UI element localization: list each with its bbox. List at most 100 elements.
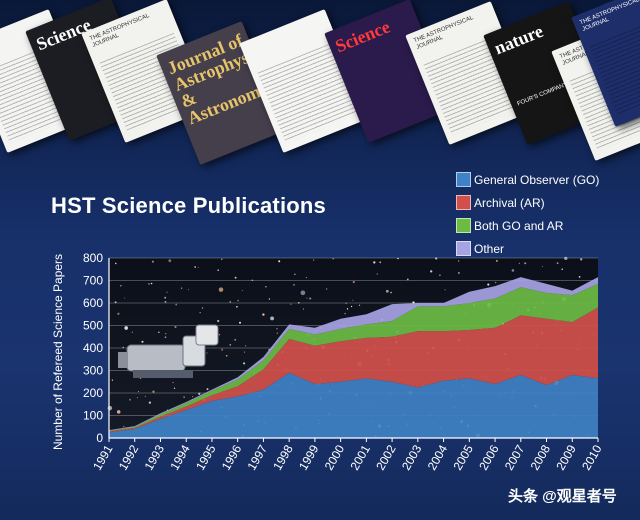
star (217, 269, 219, 272)
legend-swatch (456, 195, 471, 210)
star (306, 297, 308, 299)
star (116, 410, 121, 414)
star (131, 331, 133, 333)
star (268, 298, 270, 300)
star (435, 257, 438, 260)
star (270, 316, 275, 321)
x-tick-label: 1996 (219, 442, 245, 472)
legend-label: Other (474, 242, 505, 256)
star (376, 273, 378, 275)
legend-label: Archival (AR) (474, 196, 545, 210)
star (138, 390, 140, 393)
star (397, 257, 399, 260)
star (220, 258, 223, 261)
star (564, 256, 568, 261)
legend-label: Both GO and AR (474, 219, 564, 233)
star (123, 426, 125, 428)
star (358, 304, 361, 306)
star (221, 348, 224, 351)
star (352, 299, 354, 301)
star (487, 283, 490, 286)
star (229, 301, 231, 303)
x-tick-label: 2001 (347, 442, 373, 472)
y-tick-label: 0 (96, 431, 103, 445)
star (183, 396, 185, 398)
x-tick-label: 2006 (476, 442, 502, 472)
area-archival-ar (109, 307, 598, 433)
star (439, 274, 441, 277)
x-tick-label: 2008 (528, 442, 554, 472)
star (173, 387, 176, 389)
star (234, 338, 237, 341)
star (218, 287, 224, 292)
star (352, 281, 355, 284)
star (206, 352, 208, 354)
y-tick-label: 300 (83, 364, 103, 378)
star (346, 308, 349, 310)
star (385, 289, 389, 293)
star (430, 270, 433, 273)
star (194, 266, 197, 268)
page-title: HST Science Publications (51, 193, 326, 218)
star (152, 390, 155, 393)
star (524, 262, 527, 265)
x-tick-label: 1995 (193, 442, 219, 472)
star (239, 321, 241, 324)
x-tick-label: 1997 (245, 442, 271, 472)
x-tick-label: 1992 (116, 442, 142, 472)
star (302, 308, 304, 310)
star (241, 289, 243, 292)
x-tick-label: 2010 (579, 442, 605, 472)
star (122, 346, 124, 349)
star (174, 325, 177, 329)
star (309, 297, 312, 300)
y-tick-label: 800 (83, 251, 103, 265)
star (290, 303, 292, 305)
star (243, 351, 246, 353)
star (495, 259, 498, 262)
y-tick-label: 400 (83, 341, 103, 355)
star (541, 265, 543, 268)
legend-swatch (456, 172, 471, 187)
x-tick-label: 1999 (296, 442, 322, 472)
legend-label: General Observer (GO) (474, 173, 600, 187)
star (141, 340, 144, 343)
star (180, 287, 183, 289)
star (294, 273, 296, 276)
star (300, 290, 306, 296)
star (172, 381, 174, 384)
x-tick-label: 2000 (322, 442, 348, 472)
star (236, 305, 238, 308)
star (129, 398, 132, 401)
x-tick-label: 2003 (399, 442, 425, 472)
star (111, 379, 114, 381)
star (344, 312, 346, 315)
star (165, 333, 167, 335)
star (124, 326, 129, 330)
star (175, 303, 178, 306)
star (494, 281, 497, 284)
star (580, 258, 583, 261)
star (444, 289, 446, 291)
star (276, 328, 278, 330)
x-tick-label: 1994 (167, 442, 193, 472)
star (164, 336, 167, 339)
star (578, 276, 581, 278)
y-axis-label: Number of Refereed Science Papers (51, 254, 65, 450)
y-tick-label: 500 (83, 319, 103, 333)
star (262, 313, 265, 316)
star (197, 266, 199, 268)
star (166, 291, 168, 293)
star (188, 289, 190, 291)
star (458, 272, 460, 274)
star (325, 288, 328, 290)
star (120, 285, 122, 287)
star (332, 257, 335, 260)
star (114, 301, 117, 304)
star (217, 319, 220, 323)
x-tick-label: 1998 (270, 442, 296, 472)
legend-swatch (456, 241, 471, 256)
star (198, 392, 201, 395)
star (561, 268, 563, 271)
